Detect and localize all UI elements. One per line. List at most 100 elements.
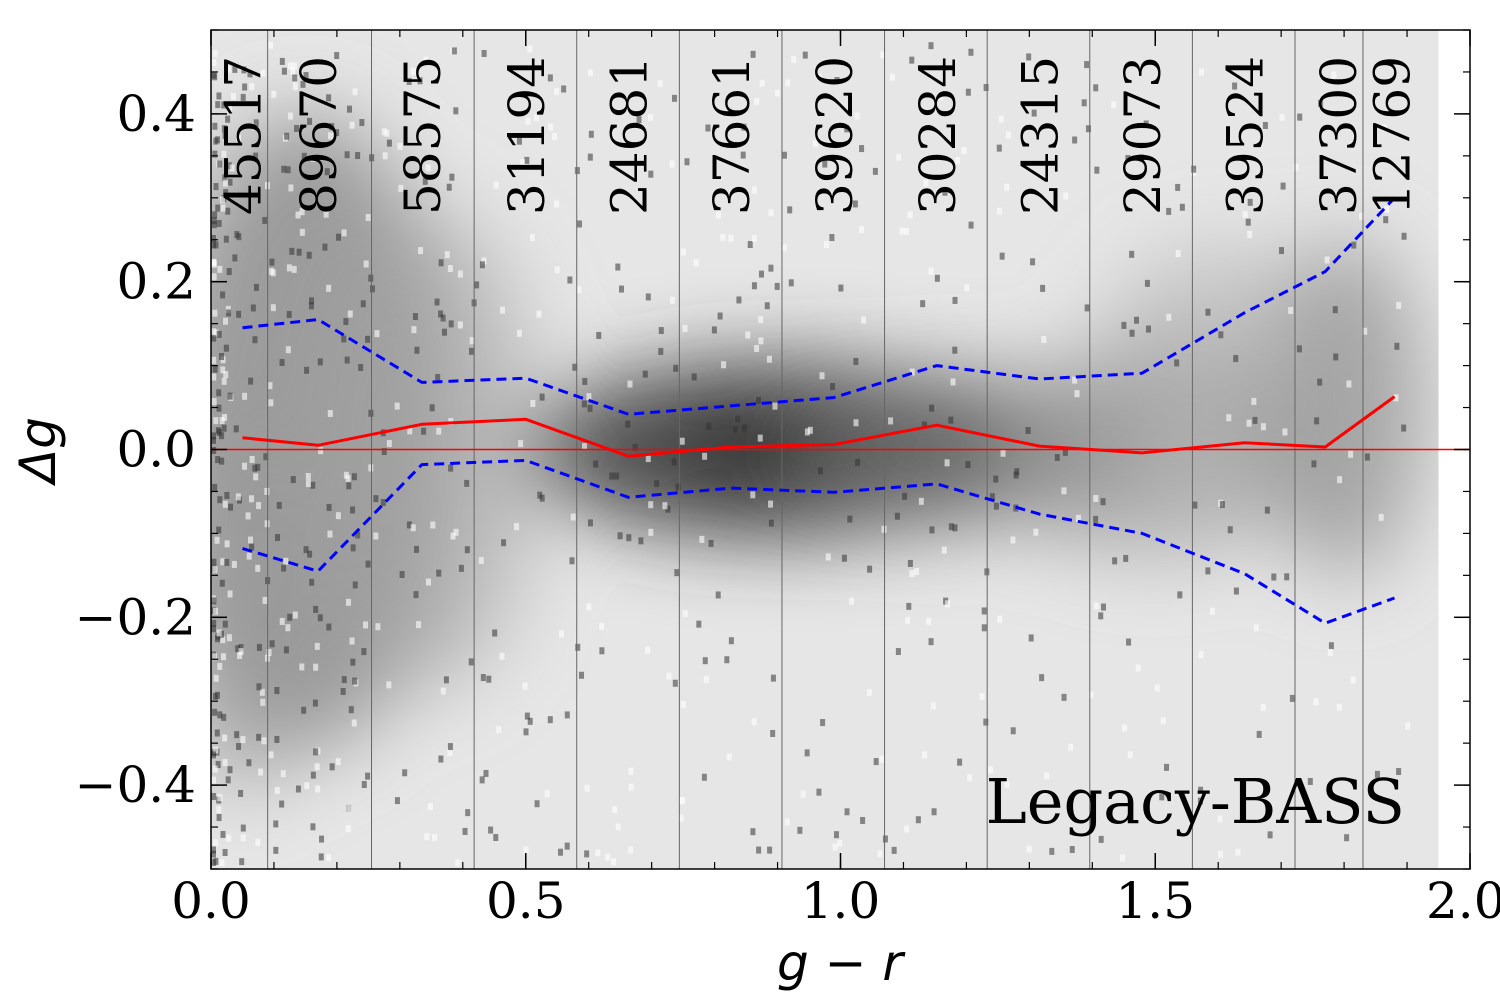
density-speckle <box>438 310 444 318</box>
density-speckle <box>221 150 227 158</box>
density-speckle <box>212 73 218 81</box>
density-speckle <box>425 578 431 586</box>
density-speckle <box>263 453 269 461</box>
density-speckle <box>1063 192 1069 200</box>
density-speckle <box>1135 664 1141 672</box>
density-speckle <box>1384 205 1390 213</box>
density-speckle <box>211 793 217 801</box>
density-speckle <box>752 186 758 194</box>
density-speckle <box>904 228 910 236</box>
density-speckle <box>292 83 298 91</box>
density-speckle <box>1084 61 1090 69</box>
density-speckle <box>249 455 255 463</box>
density-speckle <box>524 712 530 720</box>
density-speckle <box>576 220 582 228</box>
density-speckle <box>926 617 932 625</box>
density-speckle <box>1040 284 1046 292</box>
density-speckle <box>628 767 634 775</box>
density-speckle <box>1394 342 1400 350</box>
density-speckle <box>306 251 312 259</box>
density-speckle <box>240 834 246 842</box>
density-speckle <box>772 402 778 410</box>
density-speckle <box>728 234 734 242</box>
density-speckle <box>215 635 221 643</box>
density-speckle <box>247 70 253 78</box>
density-speckle <box>822 160 828 168</box>
density-speckle <box>413 545 419 553</box>
density-speckle <box>227 766 233 774</box>
density-speckle <box>1129 329 1135 337</box>
density-speckle <box>273 820 279 828</box>
density-speckle <box>246 552 252 560</box>
density-speckle <box>225 65 231 73</box>
density-speckle <box>435 374 441 382</box>
density-speckle <box>421 427 427 435</box>
density-speckle <box>1030 258 1036 266</box>
density-speckle <box>1333 353 1339 361</box>
density-speckle <box>894 512 900 520</box>
density-speckle <box>587 69 593 77</box>
density-speckle <box>314 642 320 650</box>
density-speckle <box>318 853 324 861</box>
density-speckle <box>993 475 999 483</box>
density-speckle <box>838 284 844 292</box>
lower-envelope-line <box>242 458 1396 625</box>
density-speckle <box>558 848 564 856</box>
density-speckle <box>253 119 259 127</box>
density-speckle <box>1293 163 1299 171</box>
density-speckle <box>436 569 442 577</box>
density-speckle <box>295 785 301 793</box>
density-speckle <box>299 208 305 216</box>
density-speckle <box>1264 506 1270 514</box>
bin-count-label: 37661 <box>703 56 761 215</box>
density-speckle <box>1094 166 1100 174</box>
density-speckle <box>271 90 277 98</box>
density-speckle <box>1311 460 1317 468</box>
density-speckle <box>819 372 825 380</box>
density-speckle <box>227 178 233 186</box>
density-speckle <box>268 41 274 49</box>
density-speckle <box>440 314 446 322</box>
density-speckle <box>1218 850 1224 858</box>
density-speckle <box>750 50 756 58</box>
density-speckle <box>285 346 291 354</box>
density-speckle <box>242 83 248 91</box>
density-speckle <box>361 648 367 656</box>
density-speckle <box>657 80 663 88</box>
density-speckle <box>288 112 294 120</box>
density-speckle <box>830 383 836 391</box>
density-speckle <box>1364 453 1370 461</box>
density-speckle <box>675 483 681 491</box>
density-speckle <box>567 276 573 284</box>
density-speckle <box>212 50 218 58</box>
density-speckle <box>833 831 839 839</box>
density-speckle <box>412 313 418 321</box>
density-speckle <box>432 833 438 841</box>
density-speckle <box>750 491 756 499</box>
density-speckle <box>1362 327 1368 335</box>
density-speckle <box>1072 376 1078 384</box>
density-speckle <box>1175 250 1181 258</box>
density-speckle <box>1174 359 1180 367</box>
density-speckle <box>414 346 420 354</box>
density-speckle <box>866 688 872 696</box>
density-speckle <box>347 805 353 813</box>
density-speckle <box>211 846 217 854</box>
upper-envelope-line <box>242 196 1396 416</box>
density-speckle <box>287 613 293 621</box>
density-speckle <box>275 534 281 542</box>
density-speckle <box>213 607 219 615</box>
density-speckle <box>854 112 860 120</box>
density-speckle <box>214 536 220 544</box>
density-speckle <box>240 93 246 101</box>
density-speckle <box>891 846 897 854</box>
density-speckle <box>996 207 1002 215</box>
density-speckle <box>234 231 240 239</box>
density-speckle <box>212 309 218 317</box>
density-speckle <box>304 782 310 790</box>
density-speckle <box>345 825 351 833</box>
density-speckle <box>539 494 545 502</box>
density-speckle <box>523 728 529 736</box>
density-speckle <box>587 404 593 412</box>
density-speckle <box>211 258 217 266</box>
